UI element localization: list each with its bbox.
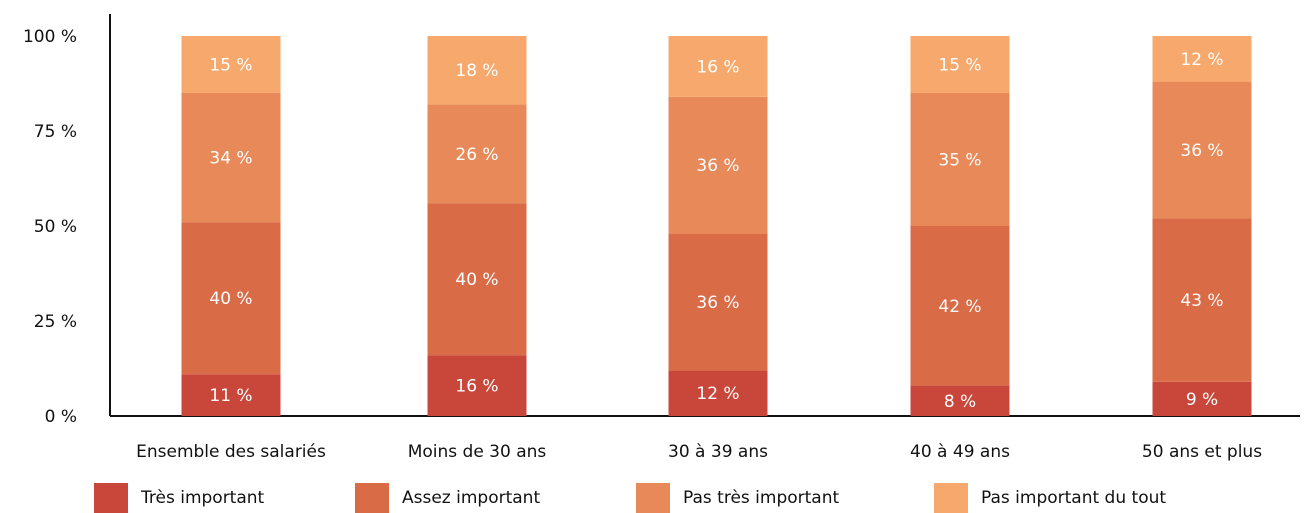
data-label: 42 % (938, 297, 981, 317)
y-tick-label: 75 % (34, 122, 77, 142)
data-label: 16 % (696, 57, 739, 77)
legend-item: Très important (94, 483, 264, 513)
data-label: 36 % (1180, 141, 1223, 161)
data-label: 26 % (455, 145, 498, 165)
legend-swatch (355, 483, 389, 513)
bar-segment (427, 36, 527, 105)
legend-swatch (94, 483, 128, 513)
bar-segment (668, 370, 768, 416)
chart-tick-labels: 0 % 25 % 50 % 75 % 100 % (23, 27, 77, 427)
y-tick-label: 25 % (34, 312, 77, 332)
x-category-label: 40 à 49 ans (910, 442, 1010, 462)
bar-segment (427, 355, 527, 416)
data-label: 18 % (455, 61, 498, 81)
bar-segment (1152, 381, 1252, 416)
x-category-label: 30 à 39 ans (668, 442, 768, 462)
y-tick-label: 100 % (23, 27, 77, 47)
chart-bars (181, 36, 1252, 416)
data-label: 36 % (696, 156, 739, 176)
stacked-bar-chart: 11 % 40 % 34 % 15 % 16 % 40 % 26 % 18 % 12 % 36 %… (23, 14, 1300, 462)
legend-label: Assez important (402, 488, 541, 508)
data-label: 43 % (1180, 291, 1223, 311)
bar-segment (1152, 218, 1252, 382)
data-label: 12 % (696, 384, 739, 404)
legend-item: Pas très important (636, 483, 839, 513)
legend-label: Pas important du tout (981, 488, 1167, 508)
data-label: 15 % (938, 56, 981, 76)
legend-item: Assez important (355, 483, 540, 513)
data-label: 40 % (209, 289, 252, 309)
bar-segment (1152, 36, 1252, 82)
data-label: 34 % (209, 149, 252, 169)
bar-segment (181, 36, 281, 93)
y-tick-label: 0 % (45, 407, 77, 427)
legend-swatch (636, 483, 670, 513)
data-label: 16 % (455, 377, 498, 397)
data-label: 9 % (1186, 390, 1218, 410)
data-label: 40 % (455, 270, 498, 290)
bar-segment (181, 93, 281, 223)
chart-legend: Très important Assez important Pas très im… (0, 483, 1309, 513)
x-category-label: Moins de 30 ans (408, 442, 547, 462)
legend-label: Pas très important (683, 488, 840, 508)
chart-data-labels: 11 % 40 % 34 % 15 % 16 % 40 % 26 % 18 % 12 % 36 %… (209, 50, 1223, 412)
legend-swatch (934, 483, 968, 513)
bar-segment (1152, 81, 1252, 219)
legend-label: Très important (141, 488, 265, 508)
data-label: 35 % (938, 151, 981, 171)
bar-segment (668, 96, 768, 234)
bar-segment (910, 36, 1010, 93)
bar-segment (427, 203, 527, 356)
bar-segment (668, 233, 768, 371)
bar-segment (668, 36, 768, 97)
bar-segment (181, 222, 281, 375)
bar-segment (910, 226, 1010, 386)
x-category-label: 50 ans et plus (1142, 442, 1262, 462)
bar-segment (181, 374, 281, 416)
x-category-label: Ensemble des salariés (136, 442, 326, 462)
data-label: 36 % (696, 293, 739, 313)
legend-item: Pas important du tout (934, 483, 1166, 513)
bar-segment (910, 93, 1010, 226)
data-label: 8 % (944, 392, 976, 412)
data-label: 12 % (1180, 50, 1223, 70)
data-label: 15 % (209, 56, 252, 76)
bar-segment (910, 385, 1010, 416)
chart-category-labels: Ensemble des salariés Moins de 30 ans 30 à… (136, 442, 1262, 462)
data-label: 11 % (209, 386, 252, 406)
y-tick-label: 50 % (34, 217, 77, 237)
bar-segment (427, 104, 527, 204)
